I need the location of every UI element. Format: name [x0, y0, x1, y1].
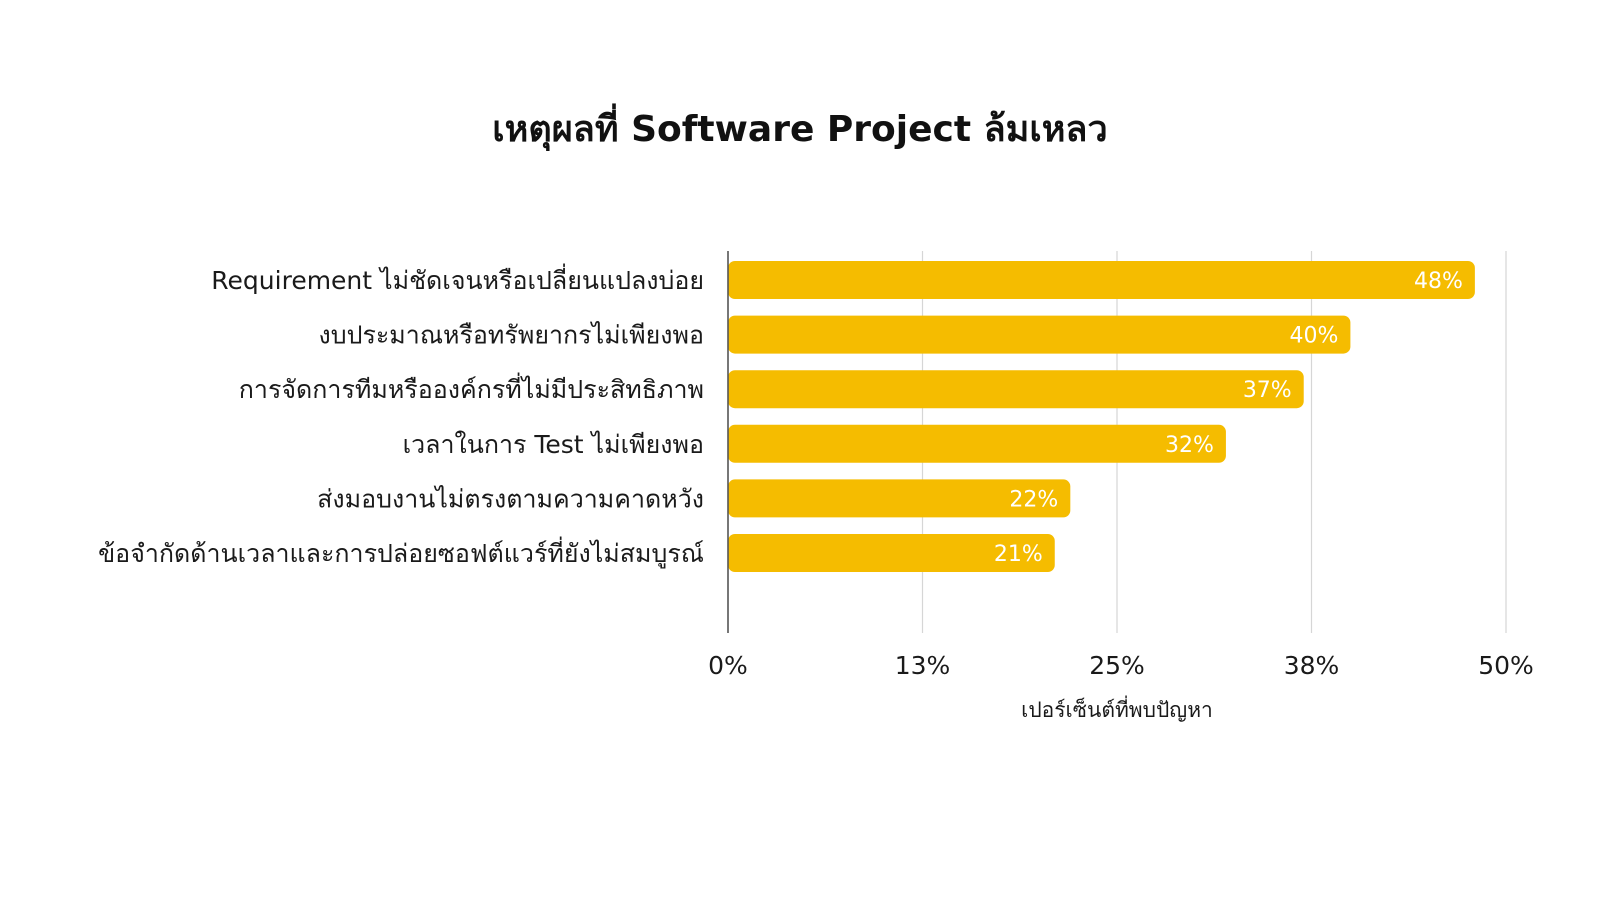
category-label: เวลาในการ Test ไม่เพียงพอ: [403, 430, 704, 459]
bar-value-label: 37%: [1243, 378, 1292, 403]
x-tick-label: 25%: [1089, 651, 1145, 680]
chart-title: เหตุผลที่ Software Project ล้มเหลว: [492, 109, 1108, 150]
bar-value-label: 40%: [1289, 324, 1338, 349]
x-tick-label: 50%: [1478, 651, 1534, 680]
category-label: Requirement ไม่ชัดเจนหรือเปลี่ยนแปลงบ่อย: [211, 263, 704, 295]
bar: [728, 315, 1351, 354]
bar-series: 48% 40% 37% 32% 22% 21%: [728, 261, 1475, 572]
x-tick-label: 38%: [1284, 651, 1340, 680]
category-label: ข้อจำกัดด้านเวลาและการปล่อยซอฟต์แวร์ที่ย…: [98, 536, 704, 569]
bar-value-label: 32%: [1165, 433, 1214, 458]
x-tick-label: 13%: [895, 651, 951, 680]
bar-value-label: 21%: [994, 542, 1043, 567]
x-axis-title: เปอร์เซ็นต์ที่พบปัญหา: [1021, 695, 1213, 722]
bar-value-label: 22%: [1009, 487, 1058, 512]
category-label: การจัดการทีมหรือองค์กรที่ไม่มีประสิทธิภา…: [239, 372, 704, 404]
x-axis-ticks: 0% 13% 25% 38% 50%: [708, 651, 1534, 680]
bar: [728, 261, 1475, 299]
bar: [728, 370, 1304, 409]
bar-value-label: 48%: [1414, 269, 1463, 294]
category-label: ส่งมอบงานไม่ตรงตามความคาดหวัง: [317, 484, 704, 513]
category-label: งบประมาณหรือทรัพยากรไม่เพียงพอ: [319, 321, 705, 350]
x-tick-label: 0%: [708, 651, 748, 680]
bar: [728, 424, 1226, 463]
bar: [728, 479, 1071, 518]
category-labels: Requirement ไม่ชัดเจนหรือเปลี่ยนแปลงบ่อย…: [98, 263, 704, 569]
bar: [728, 534, 1055, 572]
